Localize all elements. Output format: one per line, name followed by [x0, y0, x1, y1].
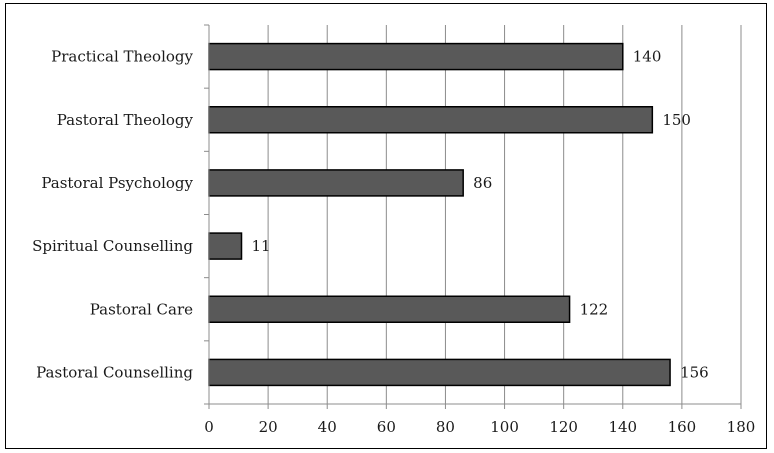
bar-0: [209, 44, 623, 70]
bar-3: [209, 233, 242, 259]
category-label-1: Pastoral Theology: [57, 111, 194, 129]
x-tick-label-140: 140: [608, 418, 637, 436]
x-tick-label-60: 60: [377, 418, 396, 436]
x-tick-label-40: 40: [318, 418, 337, 436]
data-label-4: 122: [580, 300, 609, 318]
x-tick-label-160: 160: [668, 418, 697, 436]
axes: [204, 25, 741, 409]
category-label-3: Spiritual Counselling: [32, 237, 193, 255]
bar-5: [209, 359, 670, 385]
x-tick-label-120: 120: [549, 418, 578, 436]
bar-2: [209, 170, 463, 196]
x-tick-label-100: 100: [490, 418, 519, 436]
x-tick-labels: 0 20 40 60 80 100 120 140 160 180: [204, 418, 755, 436]
category-label-2: Pastoral Psychology: [41, 174, 193, 192]
data-label-5: 156: [680, 363, 709, 381]
data-label-3: 11: [252, 237, 271, 255]
data-labels: 140 150 86 11 122 156: [252, 48, 709, 382]
bar-1: [209, 107, 652, 133]
data-label-1: 150: [662, 111, 691, 129]
category-label-5: Pastoral Counselling: [36, 363, 193, 381]
category-labels: Practical Theology Pastoral Theology Pasto…: [32, 48, 193, 382]
x-tick-label-0: 0: [204, 418, 214, 436]
bar-4: [209, 296, 570, 322]
category-label-0: Practical Theology: [51, 48, 193, 66]
x-tick-label-180: 180: [727, 418, 756, 436]
data-label-0: 140: [633, 48, 662, 66]
data-label-2: 86: [473, 174, 492, 192]
category-label-4: Pastoral Care: [90, 300, 193, 318]
bars: [209, 44, 670, 386]
gridlines: [268, 25, 741, 404]
x-tick-label-20: 20: [259, 418, 278, 436]
x-tick-label-80: 80: [436, 418, 455, 436]
